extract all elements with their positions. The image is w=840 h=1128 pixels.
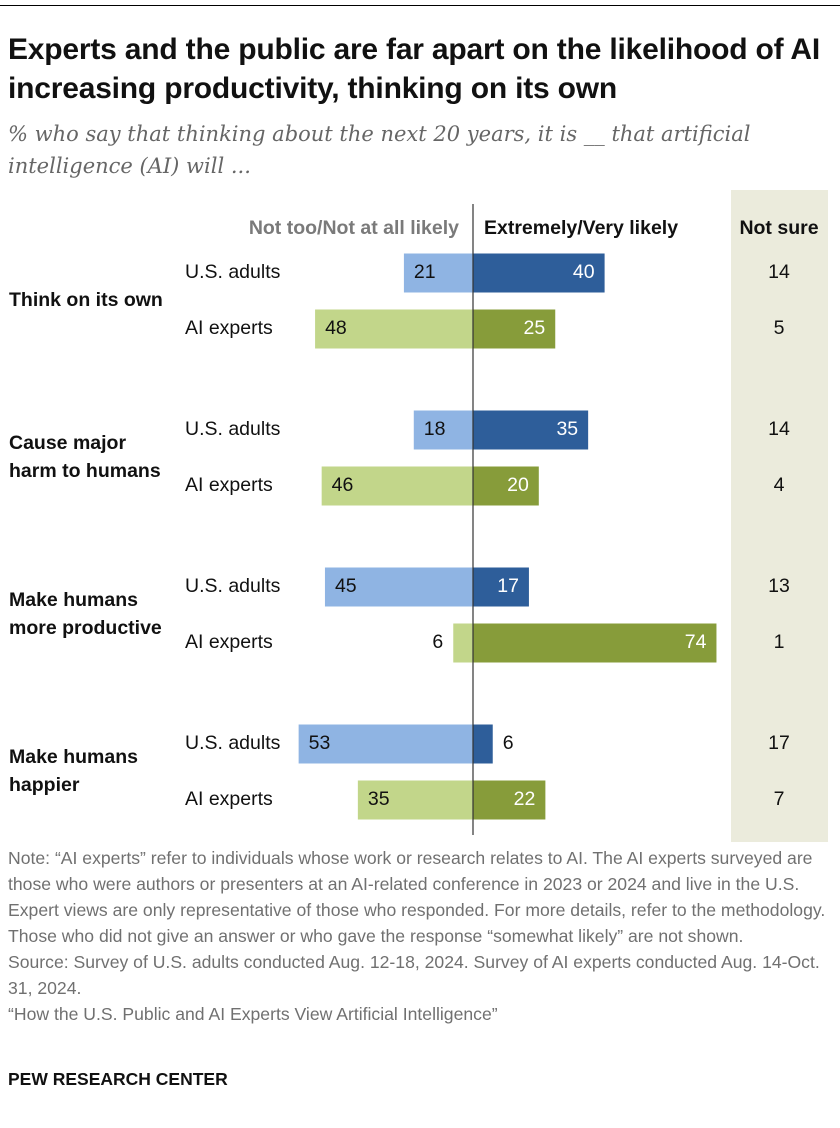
bar-negative [315,309,473,349]
bar-negative [324,567,473,607]
value-label-negative: 6 [432,631,443,653]
notes-block: Note: “AI experts” refer to individuals … [8,845,838,1027]
value-label-positive: 74 [685,631,707,653]
value-label-positive: 40 [573,261,595,283]
chart-subtitle: % who say that thinking about the next 2… [8,122,751,178]
bar-positive [473,567,529,607]
bar-negative [357,780,473,820]
bar-negative [403,253,473,293]
value-label-not-sure: 14 [768,418,790,440]
group-label-2-1: more productive [9,617,162,639]
respondent-label: AI experts [185,474,273,496]
respondent-label: U.S. adults [185,732,281,754]
bar-negative [298,724,473,764]
note-text: Note: “AI experts” refer to individuals … [8,848,826,946]
respondent-label: U.S. adults [185,418,281,440]
bar-negative [453,623,473,663]
value-label-positive: 17 [497,575,519,597]
value-label-negative: 35 [368,788,390,810]
top-rule [0,5,840,6]
value-label-positive: 25 [524,317,546,339]
value-label-not-sure: 17 [768,732,790,754]
value-label-negative: 18 [424,418,446,440]
respondent-label: AI experts [185,631,273,653]
value-label-negative: 45 [335,575,357,597]
bar-positive [473,623,717,663]
value-label-not-sure: 7 [774,788,785,810]
respondent-label: AI experts [185,317,273,339]
not-sure-column-bg [731,190,828,842]
value-label-not-sure: 5 [774,317,785,339]
respondent-label: AI experts [185,788,273,810]
group-label-0-0: Think on its own [9,289,163,311]
bar-positive [473,466,539,506]
bar-positive [473,253,605,293]
value-label-not-sure: 14 [768,261,790,283]
value-label-negative: 53 [309,732,331,754]
bar-positive [473,780,546,820]
value-label-positive: 6 [503,732,514,754]
group-label-2-0: Make humans [9,589,138,611]
brand-label: PEW RESEARCH CENTER [8,1069,228,1089]
diverging-bar-chart: Not too/Not at all likely Extremely/Very … [9,190,828,842]
bar-positive [473,724,493,764]
value-label-not-sure: 13 [768,575,790,597]
bar-negative [321,466,473,506]
group-label-3-0: Make humans [9,746,138,768]
value-label-positive: 20 [507,474,529,496]
bar-positive [473,309,556,349]
source-text: Source: Survey of U.S. adults conducted … [8,952,820,998]
bar-negative [413,410,473,450]
value-label-negative: 46 [332,474,354,496]
value-label-negative: 21 [414,261,436,283]
value-label-positive: 35 [556,418,578,440]
value-label-not-sure: 1 [774,631,785,653]
bar-positive [473,410,589,450]
group-label-3-1: happier [9,774,80,796]
value-label-positive: 22 [514,788,536,810]
respondent-label: U.S. adults [185,575,281,597]
value-label-negative: 48 [325,317,347,339]
header-not-sure: Not sure [739,217,818,239]
value-label-not-sure: 4 [774,474,785,496]
respondent-label: U.S. adults [185,261,281,283]
header-negative: Not too/Not at all likely [249,217,459,239]
group-label-1-1: harm to humans [9,460,161,482]
chart-title: Experts and the public are far apart on … [8,33,821,105]
header-positive: Extremely/Very likely [484,217,678,239]
report-title: “How the U.S. Public and AI Experts View… [8,1004,498,1024]
group-label-1-0: Cause major [9,432,126,454]
